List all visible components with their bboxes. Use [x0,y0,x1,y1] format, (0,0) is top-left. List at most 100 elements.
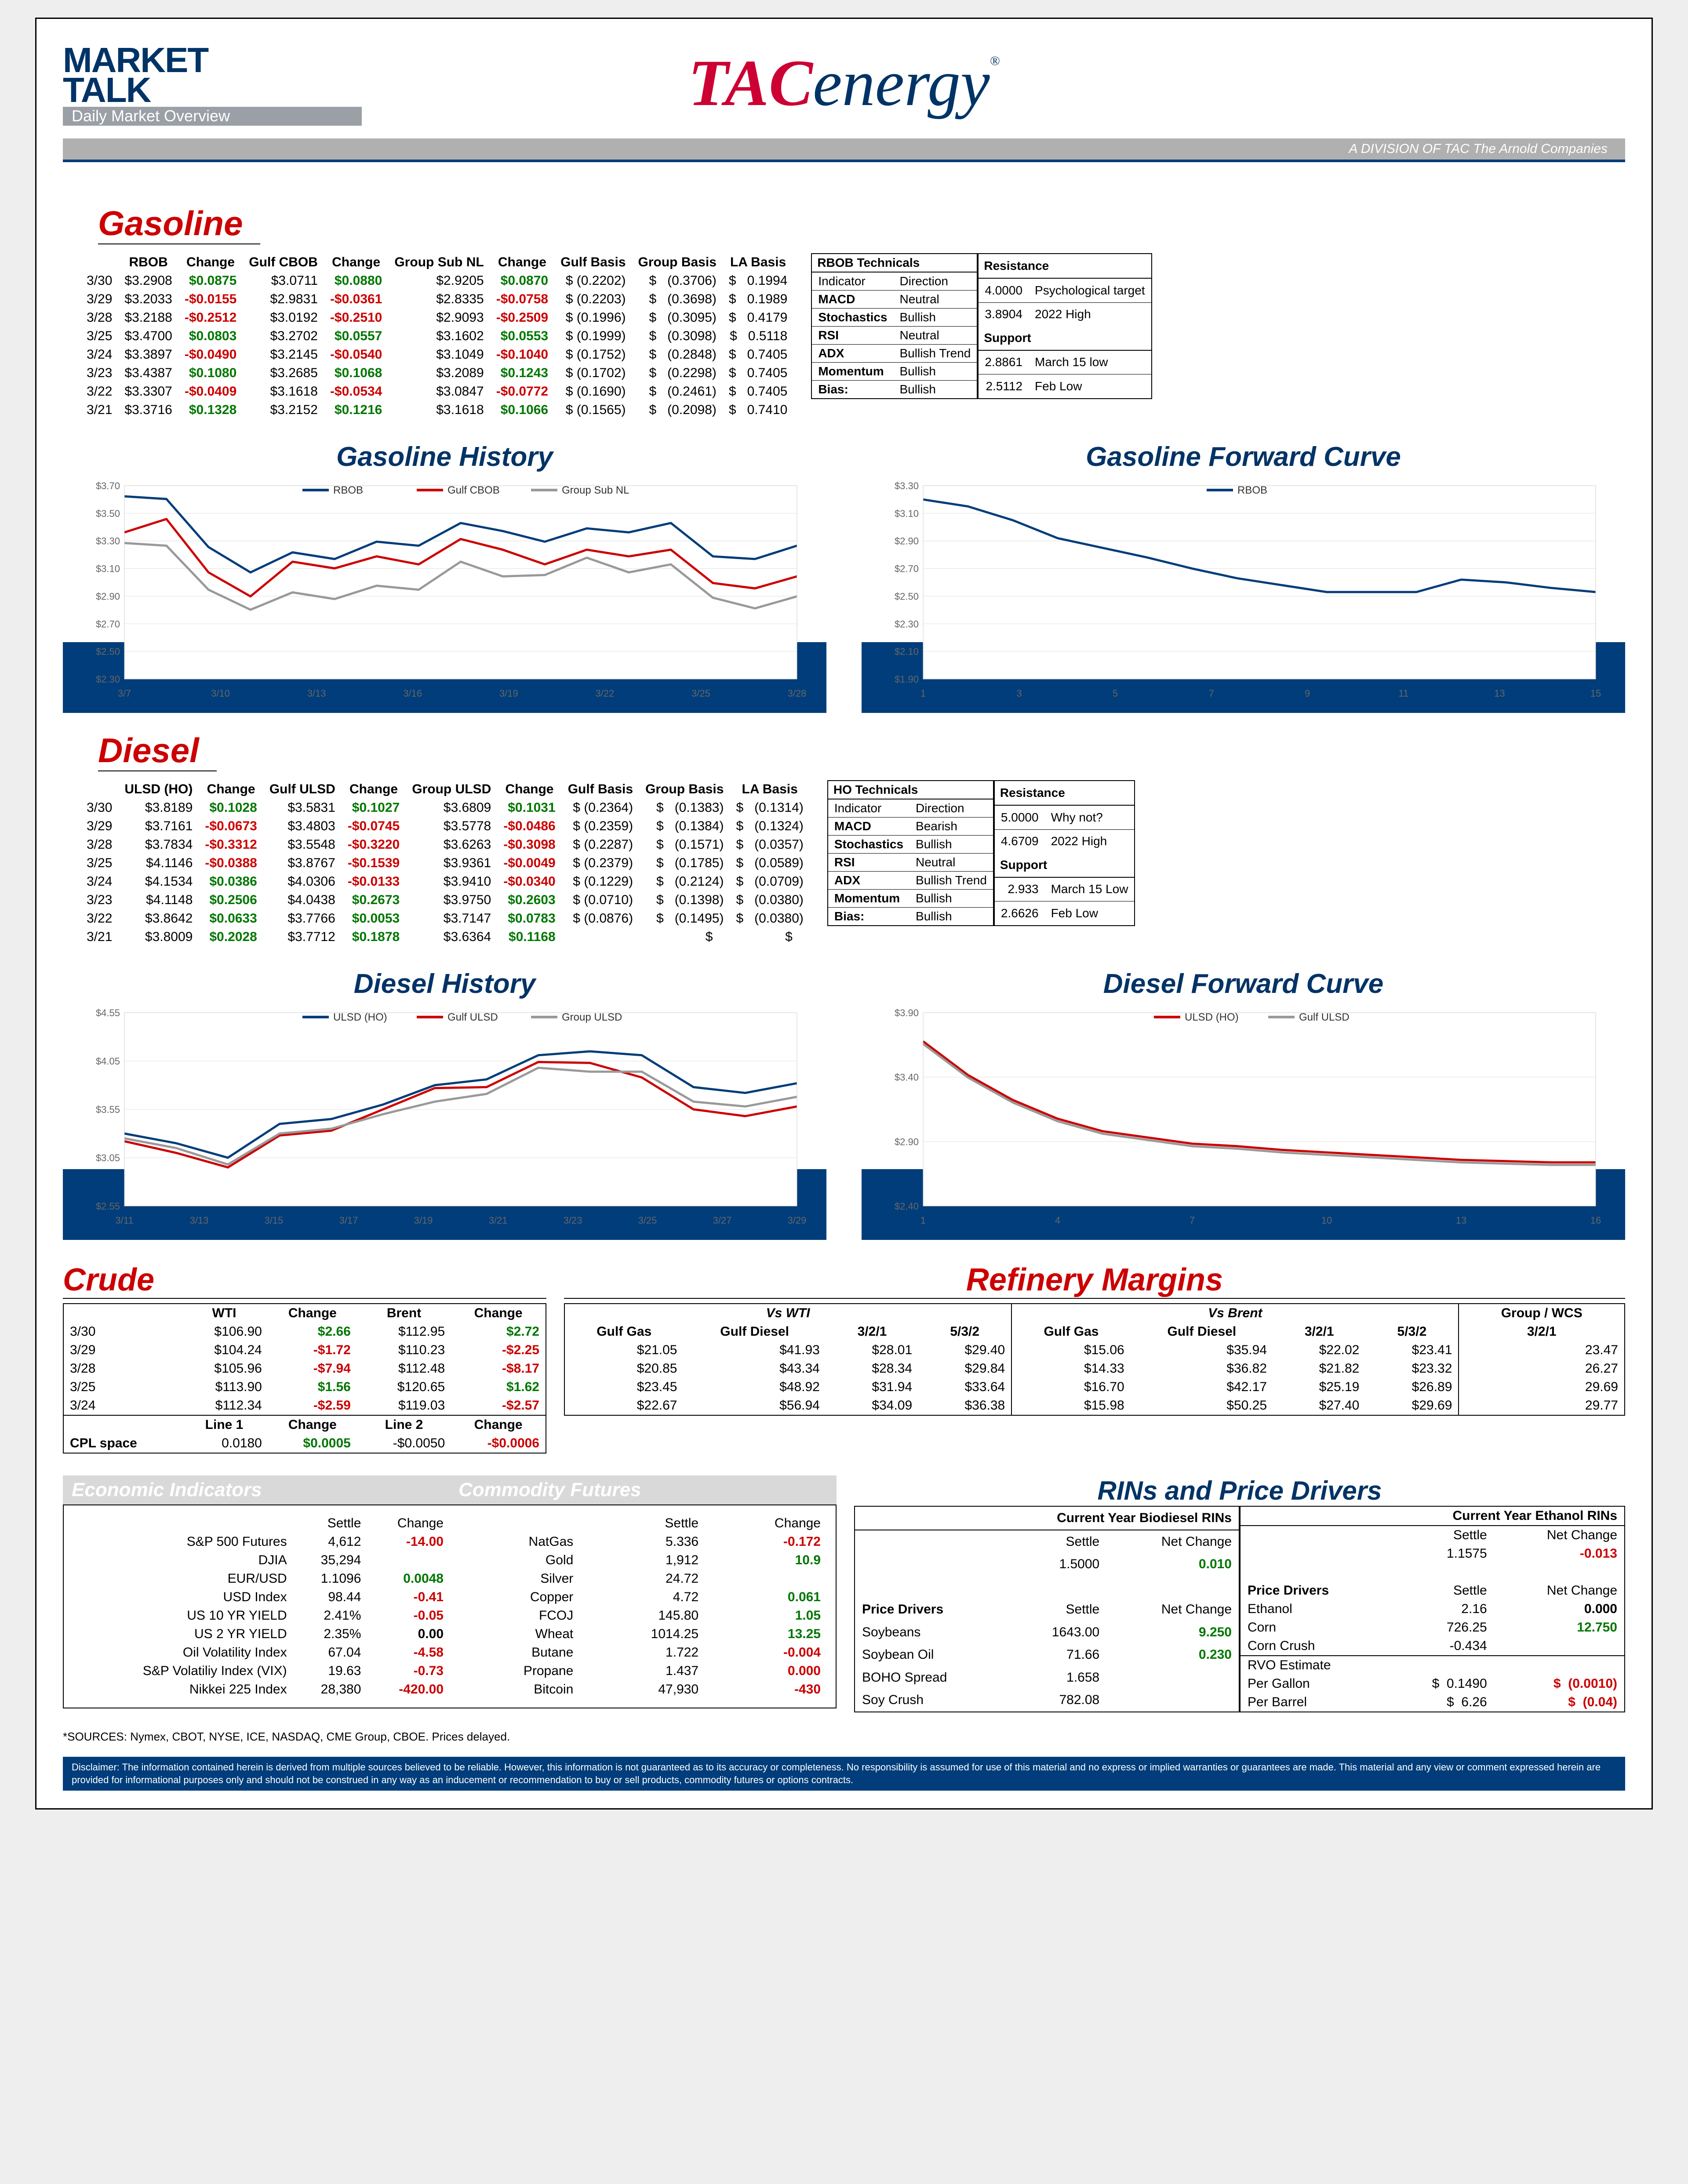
svg-text:3/11: 3/11 [115,1215,133,1226]
diesel-history-title: Diesel History [63,968,826,999]
talk-word: TALK [63,75,362,105]
svg-text:16: 16 [1590,1215,1601,1226]
svg-text:Gulf CBOB: Gulf CBOB [447,484,500,496]
gas-history-col: Gasoline History $2.30$2.50$2.70$2.90$3.… [63,432,826,713]
svg-text:3/13: 3/13 [307,688,326,699]
svg-text:10: 10 [1321,1215,1332,1226]
gasoline-charts: Gasoline History $2.30 $2.50 $2.70 $2.90 $3.… [63,432,1625,713]
ho-technicals-table: HO TechnicalsIndicatorDirectionMACDBeari… [827,780,994,926]
svg-text:3/23: 3/23 [564,1215,582,1226]
svg-text:9: 9 [1305,688,1310,699]
svg-text:$3.30: $3.30 [895,480,919,491]
diesel-fwd-col: Diesel Forward Curve $2.40$2.90$3.40$3.9… [862,959,1625,1240]
svg-text:$3.10: $3.10 [96,563,120,574]
svg-text:3/7: 3/7 [118,688,131,699]
svg-text:$2.50: $2.50 [96,646,120,657]
daily-overview-bar: Daily Market Overview [63,107,362,126]
svg-text:$1.90: $1.90 [895,674,919,685]
svg-text:$2.90: $2.90 [895,1136,919,1147]
svg-text:3/22: 3/22 [595,688,614,699]
econ-commod-col: Economic Indicators Commodity Futures Se… [63,1475,837,1712]
svg-text:$2.30: $2.30 [895,618,919,629]
svg-text:$2.70: $2.70 [895,563,919,574]
rins-eth-table: Current Year Ethanol RINsSettleNet Chang… [1240,1506,1625,1712]
tac-red: TAC [688,47,813,120]
svg-text:3/21: 3/21 [489,1215,508,1226]
svg-text:$2.55: $2.55 [96,1201,120,1212]
rins-col: RINs and Price Drivers Current Year Biod… [854,1475,1625,1712]
svg-text:$3.55: $3.55 [96,1104,120,1115]
crude-refinery-row: Crude WTIChangeBrentChange3/30$106.90$2.… [63,1262,1625,1454]
svg-text:5: 5 [1113,688,1118,699]
svg-text:13: 13 [1494,688,1505,699]
econ-commod-box: SettleChangeS&P 500 Futures4,612-14.00DJ… [63,1504,837,1708]
svg-text:3/25: 3/25 [691,688,710,699]
svg-text:3/13: 3/13 [190,1215,209,1226]
svg-text:Group ULSD: Group ULSD [562,1011,622,1023]
bottom-row: Economic Indicators Commodity Futures Se… [63,1475,1625,1712]
svg-text:$2.50: $2.50 [895,591,919,602]
diesel-row: ULSD (HO)ChangeGulf ULSDChangeGroup ULSD… [80,780,1625,946]
diesel-history-col: Diesel History $2.55 $3.05 $3.55 $4.05 $4.55… [63,959,826,1240]
diesel-history-chart: $2.55 $3.05 $3.55 $4.05 $4.55 3/11 3/13 3/15 3/1… [63,1004,810,1232]
svg-text:$4.55: $4.55 [96,1007,120,1018]
rins-title: RINs and Price Drivers [854,1475,1625,1506]
svg-text:$3.30: $3.30 [96,536,120,547]
svg-text:7: 7 [1190,1215,1195,1226]
refinery-col: Refinery Margins Vs WTIVs BrentGroup / W… [564,1262,1625,1416]
svg-text:$3.40: $3.40 [895,1072,919,1083]
crude-table: WTIChangeBrentChange3/30$106.90$2.66$112… [63,1303,546,1454]
svg-text:3/29: 3/29 [788,1215,807,1226]
refinery-title: Refinery Margins [564,1262,1625,1299]
diesel-fwd-chart: $2.40$2.90$3.40$3.90147101316ULSD (HO)Gu… [862,1004,1609,1232]
econ-commod-headers: Economic Indicators Commodity Futures [63,1475,837,1504]
sources: *SOURCES: Nymex, CBOT, NYSE, ICE, NASDAQ… [63,1730,1625,1744]
svg-text:1: 1 [920,688,926,699]
commod-table: SettleChangeNatGas5.336-0.172Gold1,91210… [450,1514,827,1699]
svg-text:$3.05: $3.05 [96,1152,120,1163]
svg-text:4: 4 [1055,1215,1060,1226]
svg-text:7: 7 [1209,688,1214,699]
page: MARKET TALK Daily Market Overview TACene… [35,18,1653,1810]
svg-text:3/10: 3/10 [211,688,230,699]
gasoline-tech-wrap: RBOB TechnicalsIndicatorDirectionMACDNeu… [811,253,1152,399]
svg-text:3/28: 3/28 [788,688,807,699]
diesel-table: ULSD (HO)ChangeGulf ULSDChangeGroup ULSD… [80,780,810,946]
tac-rest: energy [813,47,990,120]
ho-resistance-table: Resistance5.0000Why not?4.67092022 HighS… [994,780,1135,926]
svg-text:3/19: 3/19 [414,1215,433,1226]
svg-text:15: 15 [1590,688,1601,699]
rins-tables: Current Year Biodiesel RINsSettleNet Cha… [854,1506,1625,1712]
header: MARKET TALK Daily Market Overview TACene… [63,45,1625,160]
rbob-resistance-table: Resistance4.0000Psychological target3.89… [978,253,1152,399]
svg-text:3/15: 3/15 [265,1215,284,1226]
svg-text:$3.90: $3.90 [895,1007,919,1018]
svg-text:$3.50: $3.50 [96,508,120,519]
svg-text:$4.05: $4.05 [96,1056,120,1067]
gas-history-title: Gasoline History [63,441,826,472]
gas-fwd-chart: $1.90$2.10$2.30$2.50$2.70$2.90$3.10$3.30… [862,477,1609,705]
rbob-technicals-table: RBOB TechnicalsIndicatorDirectionMACDNeu… [811,253,978,399]
svg-text:3/16: 3/16 [403,688,422,699]
svg-text:Group Sub NL: Group Sub NL [562,484,629,496]
svg-text:$2.30: $2.30 [96,674,120,685]
gasoline-row: RBOBChangeGulf CBOBChangeGroup Sub NLCha… [80,253,1625,419]
svg-text:11: 11 [1398,688,1408,699]
svg-text:3: 3 [1016,688,1022,699]
diesel-charts: Diesel History $2.55 $3.05 $3.55 $4.05 $4.55… [63,959,1625,1240]
disclaimer: Disclaimer: The information contained he… [63,1757,1625,1791]
svg-text:3/27: 3/27 [713,1215,732,1226]
econ-table: SettleChangeS&P 500 Futures4,612-14.00DJ… [73,1514,450,1699]
svg-text:$2.90: $2.90 [895,536,919,547]
crude-title: Crude [63,1262,546,1299]
diesel-tech-wrap: HO TechnicalsIndicatorDirectionMACDBeari… [827,780,1135,926]
svg-text:RBOB: RBOB [333,484,363,496]
gas-history-chart: $2.30$2.50$2.70$2.90$3.10$3.30$3.50$3.70… [63,477,810,705]
svg-text:3/25: 3/25 [638,1215,657,1226]
division-bar: A DIVISION OF TAC The Arnold Companies [63,138,1625,160]
gasoline-table: RBOBChangeGulf CBOBChangeGroup Sub NLCha… [80,253,793,419]
crude-col: Crude WTIChangeBrentChange3/30$106.90$2.… [63,1262,546,1454]
diesel-fwd-title: Diesel Forward Curve [862,968,1625,999]
econ-title: Economic Indicators [63,1475,450,1504]
svg-text:$2.70: $2.70 [96,618,120,629]
